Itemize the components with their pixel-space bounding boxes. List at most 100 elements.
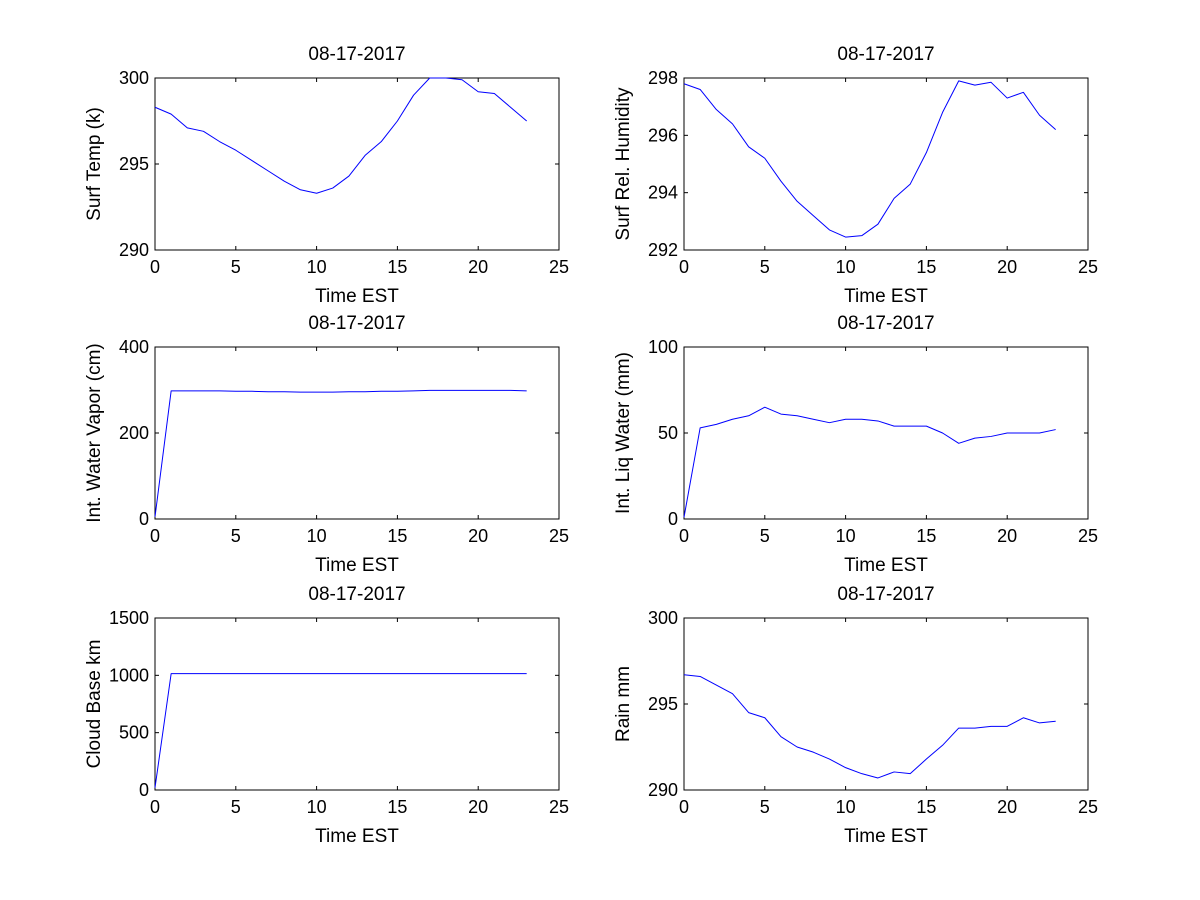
data-point: [445, 673, 446, 674]
data-point: [877, 224, 878, 225]
x-tick-label: 25: [549, 797, 569, 817]
data-point: [316, 392, 317, 393]
data-point: [235, 150, 236, 151]
data-point: [797, 201, 798, 202]
data-point: [171, 390, 172, 391]
data-point: [813, 215, 814, 216]
subplot-title: 08-17-2017: [308, 313, 405, 334]
x-tick-label: 25: [549, 526, 569, 546]
x-axis-label: Time EST: [315, 555, 399, 576]
series-line: [154, 77, 528, 194]
y-tick-label: 295: [119, 154, 149, 174]
data-point: [780, 181, 781, 182]
axes-box: [154, 346, 560, 520]
data-point: [300, 392, 301, 393]
data-point: [526, 120, 527, 121]
data-point: [990, 82, 991, 83]
data-point: [300, 673, 301, 674]
data-point: [910, 183, 911, 184]
data-point: [861, 773, 862, 774]
data-point: [154, 516, 155, 517]
x-tick-label: 10: [836, 257, 856, 277]
data-point: [364, 391, 365, 392]
data-point: [716, 109, 717, 110]
x-tick-label: 5: [231, 797, 241, 817]
x-tick-label: 15: [387, 797, 407, 817]
x-tick-label: 10: [307, 797, 327, 817]
data-point: [219, 141, 220, 142]
data-point: [861, 235, 862, 236]
data-point: [942, 112, 943, 113]
y-tick-label: 0: [139, 509, 149, 529]
x-tick-label: 15: [916, 797, 936, 817]
data-point: [780, 413, 781, 414]
x-tick-label: 10: [836, 526, 856, 546]
data-point: [445, 77, 446, 78]
data-point: [235, 673, 236, 674]
axes-box: [154, 617, 560, 791]
data-point: [845, 767, 846, 768]
y-tick-label: 1500: [109, 608, 149, 628]
data-point: [748, 146, 749, 147]
data-point: [494, 93, 495, 94]
y-tick-label: 300: [119, 68, 149, 88]
data-point: [461, 673, 462, 674]
data-point: [700, 89, 701, 90]
data-point: [429, 77, 430, 78]
x-tick-label: 0: [679, 797, 689, 817]
y-axis-label: Int. Liq Water (mm): [613, 352, 634, 514]
y-tick-label: 300: [648, 608, 678, 628]
data-point: [958, 80, 959, 81]
data-point: [154, 107, 155, 108]
y-axis-label: Surf Rel. Humidity: [613, 87, 634, 241]
data-point: [235, 391, 236, 392]
x-tick-label: 20: [468, 797, 488, 817]
data-point: [348, 175, 349, 176]
y-tick-label: 295: [648, 694, 678, 714]
data-point: [974, 438, 975, 439]
data-point: [1023, 92, 1024, 93]
data-point: [154, 787, 155, 788]
y-tick-label: 500: [119, 723, 149, 743]
x-tick-label: 25: [549, 257, 569, 277]
x-tick-label: 0: [679, 526, 689, 546]
series-line: [683, 674, 1056, 779]
data-point: [219, 390, 220, 391]
y-tick-label: 0: [139, 780, 149, 800]
data-point: [1055, 129, 1056, 130]
data-point: [203, 131, 204, 132]
data-point: [780, 736, 781, 737]
data-point: [364, 155, 365, 156]
x-tick-label: 25: [1078, 257, 1098, 277]
data-point: [187, 390, 188, 391]
y-axis-label: Surf Temp (k): [84, 107, 105, 221]
data-point: [348, 673, 349, 674]
x-tick-label: 0: [150, 797, 160, 817]
data-point: [413, 673, 414, 674]
data-point: [942, 432, 943, 433]
y-tick-label: 1000: [109, 665, 149, 685]
data-point: [845, 419, 846, 420]
series-line: [154, 673, 527, 788]
y-tick-label: 290: [119, 240, 149, 260]
y-tick-label: 0: [668, 509, 678, 529]
data-point: [478, 673, 479, 674]
data-point: [700, 676, 701, 677]
data-point: [732, 419, 733, 420]
data-point: [251, 673, 252, 674]
x-axis-label: Time EST: [844, 555, 928, 576]
data-point: [716, 684, 717, 685]
series-line: [683, 80, 1057, 238]
data-point: [829, 758, 830, 759]
data-point: [526, 673, 527, 674]
x-tick-label: 10: [307, 257, 327, 277]
data-point: [413, 95, 414, 96]
y-tick-label: 100: [648, 337, 678, 357]
series-line: [683, 406, 1056, 518]
data-point: [829, 422, 830, 423]
subplot-5: 0 5 10 15 20 25 0 500 1000 1500 08-17-2017 Time EST…: [84, 584, 569, 847]
x-axis-label: Time EST: [315, 286, 399, 307]
data-point: [381, 391, 382, 392]
x-tick-label: 15: [387, 526, 407, 546]
data-point: [893, 426, 894, 427]
